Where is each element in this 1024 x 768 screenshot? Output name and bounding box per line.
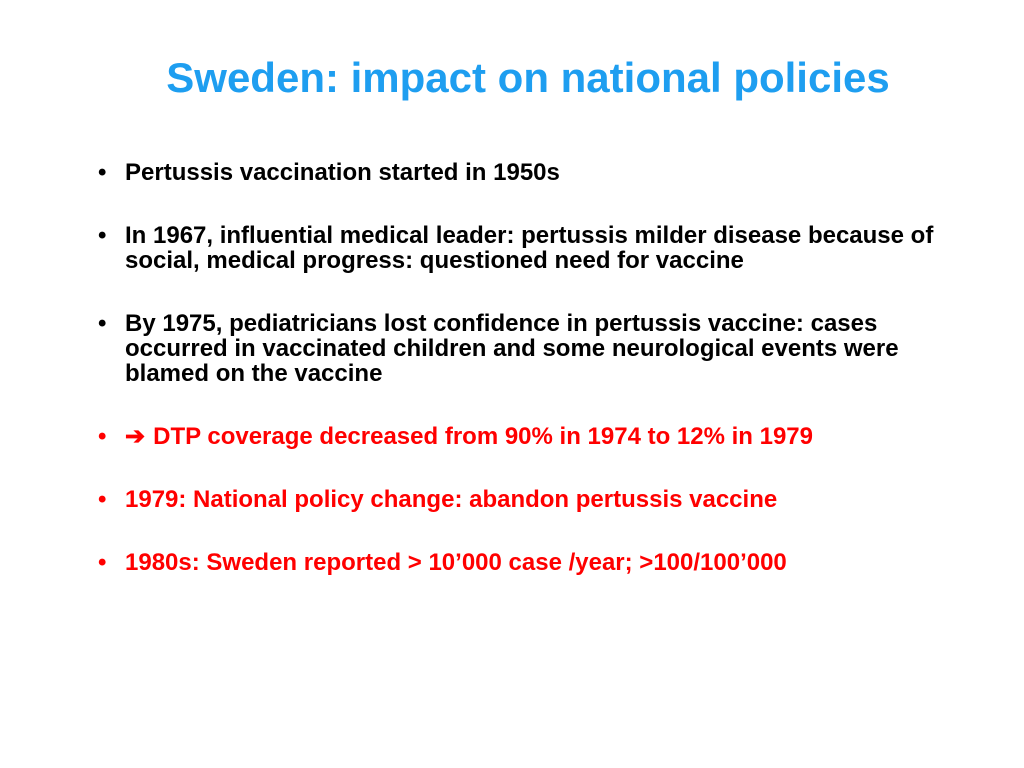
bullet-text: DTP coverage decreased from 90% in 1974 … [153,423,813,450]
bullet-dot-icon: • [98,549,107,576]
bullet-item-1967-leader: • In 1967, influential medical leader: p… [98,223,938,273]
bullet-text: Pertussis vaccination started in 1950s [125,159,560,186]
bullet-item-1980s-cases: • 1980s: Sweden reported > 10’000 case /… [98,550,938,575]
bullet-dot-icon: • [98,423,107,450]
arrow-right-icon: ➔ [125,423,146,450]
bullet-text: In 1967, influential medical leader: per… [125,222,934,274]
bullet-text: 1979: National policy change: abandon pe… [125,486,778,513]
bullet-dot-icon: • [98,310,107,337]
bullet-item-1979-policy: • 1979: National policy change: abandon … [98,487,938,512]
bullet-dot-icon: • [98,159,107,186]
bullet-dot-icon: • [98,222,107,249]
bullet-dot-icon: • [98,486,107,513]
bullet-item-1975-confidence: • By 1975, pediatricians lost confidence… [98,311,938,386]
bullet-text: By 1975, pediatricians lost confidence i… [125,310,899,387]
bullet-item-vaccination-start: • Pertussis vaccination started in 1950s [98,160,938,185]
slide-title: Sweden: impact on national policies [166,54,890,101]
bullet-text: 1980s: Sweden reported > 10’000 case /ye… [125,549,787,576]
bullet-item-dtp-coverage: • ➔ DTP coverage decreased from 90% in 19… [98,424,938,449]
bullet-list: • Pertussis vaccination started in 1950s… [98,160,938,613]
